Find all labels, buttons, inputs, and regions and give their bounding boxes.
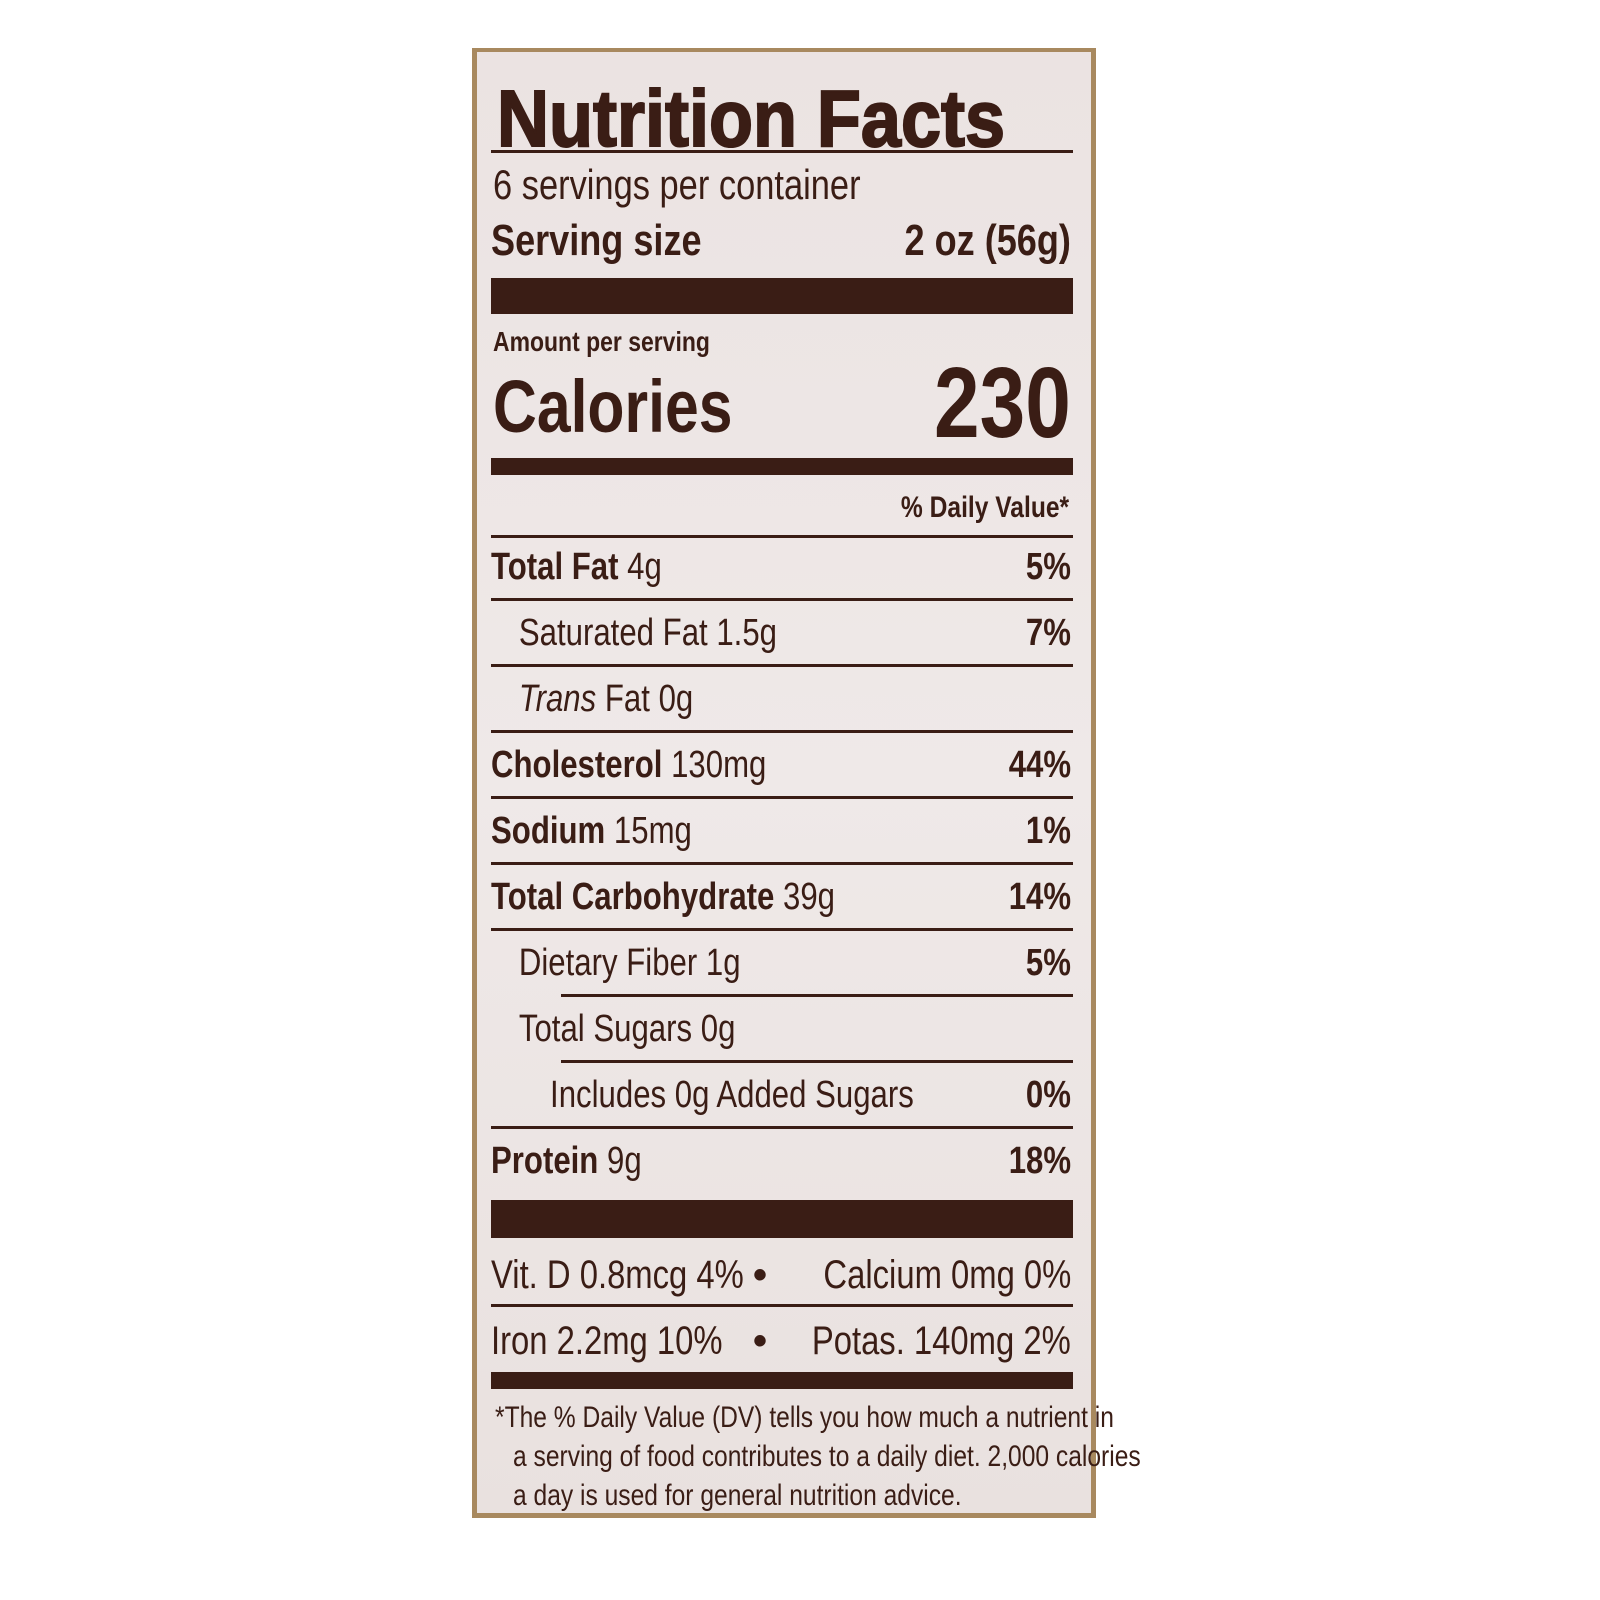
nutrient-name: Total Carbohydrate 39g xyxy=(491,876,836,918)
rule xyxy=(491,862,1073,865)
rule xyxy=(561,994,1073,997)
footnote: *The % Daily Value (DV) tells you how mu… xyxy=(495,1401,1141,1512)
medium-bar xyxy=(491,458,1073,475)
nutrient-row: Includes 0g Added Sugars 0% xyxy=(491,1070,1071,1120)
rule xyxy=(561,1060,1073,1063)
nutrient-name: Total Sugars 0g xyxy=(518,1008,736,1050)
rule xyxy=(491,664,1073,667)
micro-row: Iron 2.2mg 10% • Potas. 140mg 2% xyxy=(491,1316,1071,1366)
nutrient-name: Sodium 15mg xyxy=(491,810,692,852)
bullet-separator: • xyxy=(753,1319,768,1363)
thick-bar xyxy=(491,1200,1073,1238)
rule xyxy=(491,598,1073,601)
nutrient-name: Includes 0g Added Sugars xyxy=(550,1074,914,1116)
nutrient-name: Cholesterol 130mg xyxy=(491,744,767,786)
rule xyxy=(491,1126,1073,1129)
nutrient-name: Total Fat 4g xyxy=(491,546,662,588)
rule xyxy=(491,928,1073,931)
rule xyxy=(491,796,1073,799)
nutrient-row: Sodium 15mg 1% xyxy=(491,806,1071,856)
nutrient-amount: 4g xyxy=(627,546,662,588)
bullet-separator: • xyxy=(753,1253,768,1297)
label-title: Nutrition Facts xyxy=(496,73,1006,164)
calories-value: 230 xyxy=(934,347,1071,459)
daily-value-percent: 14% xyxy=(1008,876,1071,918)
serving-size-row: Serving size 2 oz (56g) xyxy=(491,216,1071,265)
medium-bar xyxy=(491,1372,1073,1389)
daily-value-percent: 18% xyxy=(1008,1140,1071,1182)
nutrient-amount: 130mg xyxy=(671,744,767,786)
daily-value-percent: 5% xyxy=(1025,546,1071,588)
micro-row: Vit. D 0.8mcg 4% • Calcium 0mg 0% xyxy=(491,1250,1071,1300)
nutrient-name: Trans Fat 0g xyxy=(518,678,694,720)
nutrient-row: Total Carbohydrate 39g 14% xyxy=(491,872,1071,922)
nutrient-amount: 1.5g xyxy=(716,612,778,654)
calories-label: Calories xyxy=(493,365,733,448)
nutrient-row: Trans Fat 0g xyxy=(491,674,1071,724)
daily-value-percent: 5% xyxy=(1025,942,1071,984)
nutrient-row: Protein 9g 18% xyxy=(491,1136,1071,1186)
nutrient-name: Protein 9g xyxy=(491,1140,642,1182)
nutrient-amount: 1g xyxy=(705,942,741,984)
nutrient-row: Cholesterol 130mg 44% xyxy=(491,740,1071,790)
nutrient-name: Dietary Fiber 1g xyxy=(518,942,741,984)
nutrient-amount: 39g xyxy=(783,876,836,918)
daily-value-header: % Daily Value* xyxy=(900,491,1069,524)
rule xyxy=(491,1304,1073,1307)
daily-value-percent: 44% xyxy=(1008,744,1071,786)
nutrient-amount: 15mg xyxy=(613,810,692,852)
servings-per-container: 6 servings per container xyxy=(493,161,861,208)
amount-per-serving: Amount per serving xyxy=(493,326,710,357)
rule xyxy=(491,730,1073,733)
daily-value-percent: 7% xyxy=(1025,612,1071,654)
daily-value-percent: 1% xyxy=(1025,810,1071,852)
nutrient-name: Saturated Fat 1.5g xyxy=(518,612,778,654)
nutrient-row: Total Fat 4g 5% xyxy=(491,542,1071,592)
nutrition-facts-panel: Nutrition Facts 6 servings per container… xyxy=(472,48,1141,1518)
daily-value-percent: 0% xyxy=(1025,1074,1071,1116)
thick-bar xyxy=(491,278,1073,314)
nutrient-row: Total Sugars 0g xyxy=(491,1004,1071,1054)
nutrient-amount: 0g xyxy=(700,1008,736,1050)
rule xyxy=(491,150,1073,153)
nutrient-amount: 0g xyxy=(658,678,694,720)
nutrient-row: Dietary Fiber 1g 5% xyxy=(491,938,1071,988)
nutrient-row: Saturated Fat 1.5g 7% xyxy=(491,608,1071,658)
rule xyxy=(491,535,1073,538)
nutrient-amount: 9g xyxy=(607,1140,642,1182)
